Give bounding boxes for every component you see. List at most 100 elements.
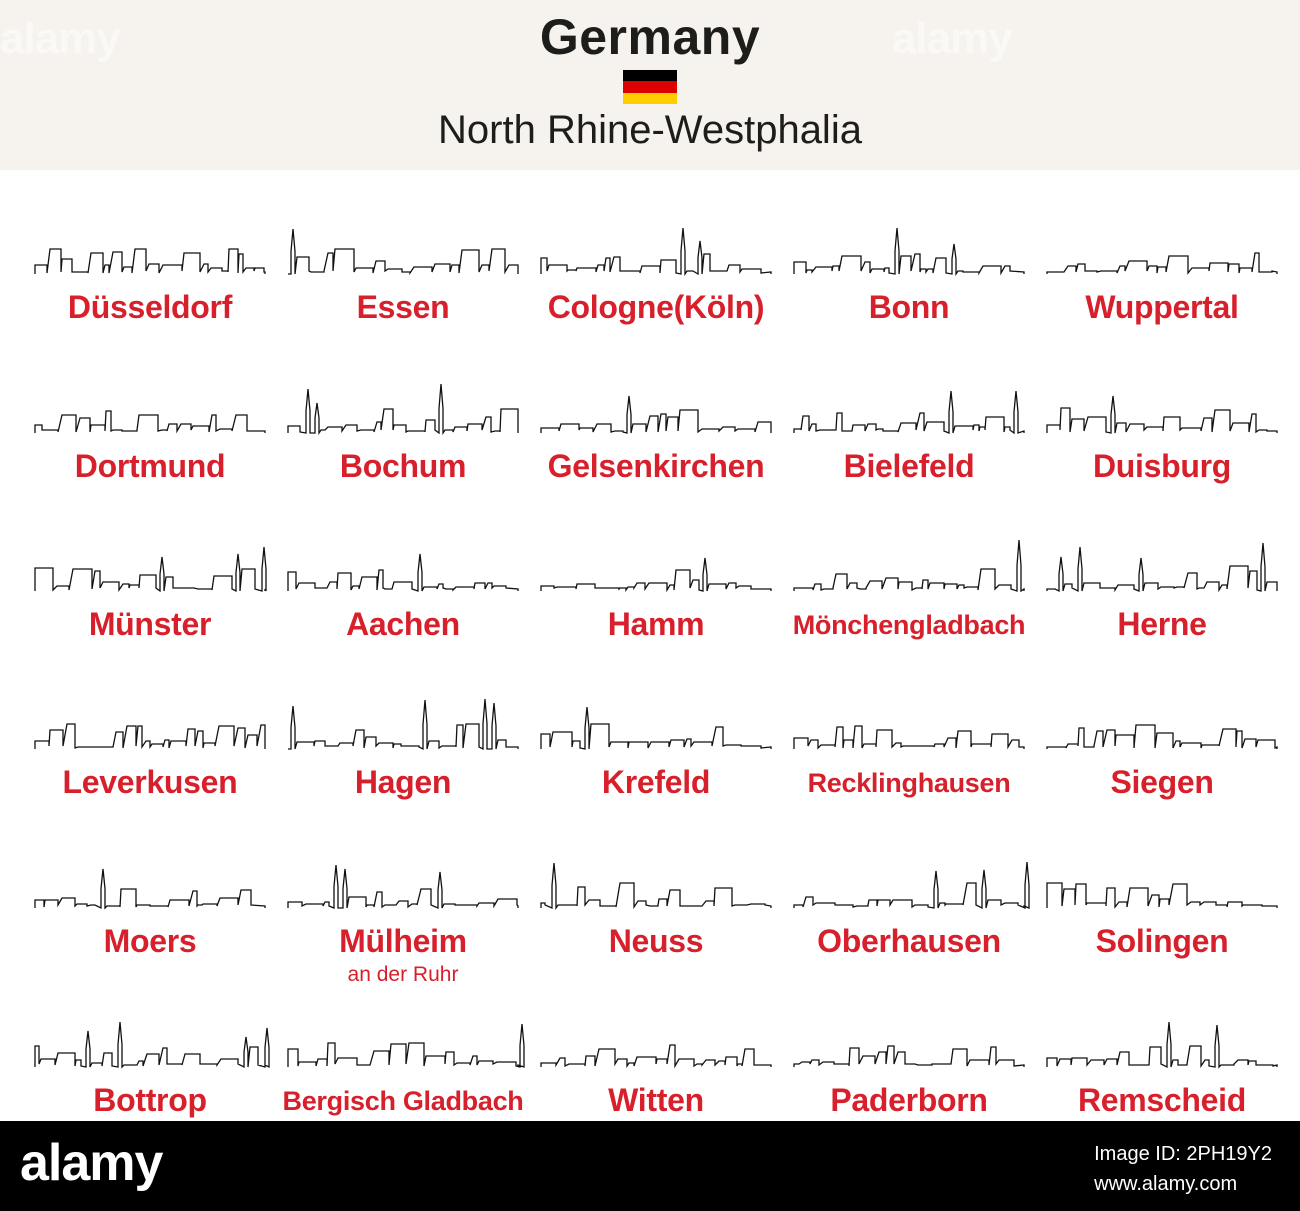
skyline-icon <box>34 546 267 593</box>
skyline-icon <box>793 861 1030 910</box>
page-title: Germany <box>539 9 761 65</box>
city-cell: Witten <box>526 976 786 1134</box>
city-cell: Essen <box>273 183 533 341</box>
city-name: Wuppertal <box>1085 289 1239 325</box>
city-name: Leverkusen <box>62 764 238 800</box>
city-cell: Herne <box>1032 500 1292 658</box>
city-cell: Recklinghausen <box>779 658 1039 816</box>
skyline-icon <box>540 557 772 593</box>
skyline-icon <box>1046 252 1278 275</box>
page-subtitle: North Rhine-Westphalia <box>438 108 862 152</box>
city-cell: Hamm <box>526 500 786 658</box>
skyline-icon <box>34 248 266 274</box>
germany-flag-icon <box>623 70 677 104</box>
skyline-icon <box>34 1021 270 1069</box>
city-name: Cologne(Köln) <box>547 289 765 325</box>
city-name: Moers <box>103 923 197 959</box>
city-cell: Gelsenkirchen <box>526 342 786 500</box>
skyline-icon <box>287 383 519 436</box>
city-name: Gelsenkirchen <box>547 448 765 484</box>
city-name: Münster <box>88 606 212 642</box>
city-cell: Dortmund <box>20 342 280 500</box>
city-cell: Paderborn <box>779 976 1039 1134</box>
skyline-icon <box>793 1045 1025 1067</box>
city-name: Remscheid <box>1077 1082 1247 1118</box>
city-cell: Solingen <box>1032 817 1292 975</box>
city-name: Neuss <box>608 923 704 959</box>
city-name: Bonn <box>868 289 950 325</box>
city-cell: Bottrop <box>20 976 280 1134</box>
skyline-icon <box>34 868 266 910</box>
city-name: Hagen <box>354 764 452 800</box>
city-name: Oberhausen <box>817 923 1001 959</box>
skyline-icon <box>793 227 1025 277</box>
skyline-icon <box>287 553 519 592</box>
city-name: Bottrop <box>93 1082 207 1118</box>
city-cell: Mülheim an der Ruhr <box>273 817 533 986</box>
skyline-icon <box>287 1023 525 1068</box>
city-name: Bielefeld <box>843 448 975 484</box>
flag-stripe-gold <box>623 92 677 104</box>
city-subtitle: an der Ruhr <box>347 963 459 986</box>
city-cell: Remscheid <box>1032 976 1292 1134</box>
city-cell: Bonn <box>779 183 1039 341</box>
image-id: Image ID: 2PH19Y2 <box>1094 1143 1272 1165</box>
city-name: Bochum <box>339 448 467 484</box>
skyline-icon <box>1046 1021 1278 1069</box>
footer-bar: alamy Image ID: 2PH19Y2 www.alamy.com <box>0 1121 1300 1211</box>
skyline-icon <box>287 864 519 909</box>
city-name: Paderborn <box>830 1082 988 1118</box>
brand-info: Image ID: 2PH19Y2 www.alamy.com <box>1094 1139 1272 1199</box>
skyline-icon <box>540 227 772 277</box>
city-name: Hamm <box>607 606 705 642</box>
city-cell: Hagen <box>273 658 533 816</box>
city-name: Essen <box>356 289 450 325</box>
skyline-icon <box>793 390 1025 435</box>
city-name: Dortmund <box>74 448 226 484</box>
city-cell: Aachen <box>273 500 533 658</box>
city-name: Herne <box>1117 606 1207 642</box>
site-url: www.alamy.com <box>1094 1173 1238 1195</box>
skyline-icon <box>793 725 1025 750</box>
city-cell: Leverkusen <box>20 658 280 816</box>
city-name: Duisburg <box>1092 448 1232 484</box>
city-cell: Mönchengladbach <box>779 500 1039 658</box>
skyline-icon <box>540 1044 772 1069</box>
city-name: Solingen <box>1095 923 1229 959</box>
skyline-icon <box>1046 882 1278 909</box>
city-name: Mülheim <box>339 923 467 959</box>
city-cell: Bochum <box>273 342 533 500</box>
city-name: Aachen <box>346 606 460 642</box>
skyline-icon <box>34 723 266 750</box>
city-cell: Wuppertal <box>1032 183 1292 341</box>
skyline-icon <box>288 698 519 751</box>
city-name: Siegen <box>1110 764 1214 800</box>
skyline-icon <box>540 395 772 434</box>
city-name: Witten <box>608 1082 704 1118</box>
watermark-right: alamy <box>892 14 1013 63</box>
city-name: Recklinghausen <box>807 768 1011 798</box>
city-name: Mönchengladbach <box>792 610 1026 640</box>
skyline-icon <box>793 539 1025 593</box>
city-cell: Düsseldorf <box>20 183 280 341</box>
city-cell: Neuss <box>526 817 786 975</box>
skyline-icon <box>34 410 266 434</box>
header-banner: alamy alamy Germany North Rhine-Westphal… <box>0 0 1300 170</box>
city-cell: Duisburg <box>1032 342 1292 500</box>
skyline-icon <box>540 862 772 911</box>
city-cell: Cologne(Köln) <box>526 183 786 341</box>
city-cell: Moers <box>20 817 280 975</box>
flag-stripe-red <box>623 81 677 93</box>
city-cell: Bielefeld <box>779 342 1039 500</box>
skyline-icon <box>1046 724 1278 750</box>
flag-stripe-black <box>623 70 677 82</box>
city-cell: Siegen <box>1032 658 1292 816</box>
skyline-icon <box>1046 542 1278 593</box>
city-cell: Oberhausen <box>779 817 1039 975</box>
skyline-icon <box>288 228 519 276</box>
city-name: Krefeld <box>601 764 711 800</box>
city-name: Düsseldorf <box>67 289 233 325</box>
brand-logo: alamy <box>20 1134 163 1192</box>
city-cell: Münster <box>20 500 280 658</box>
city-cell: Krefeld <box>526 658 786 816</box>
